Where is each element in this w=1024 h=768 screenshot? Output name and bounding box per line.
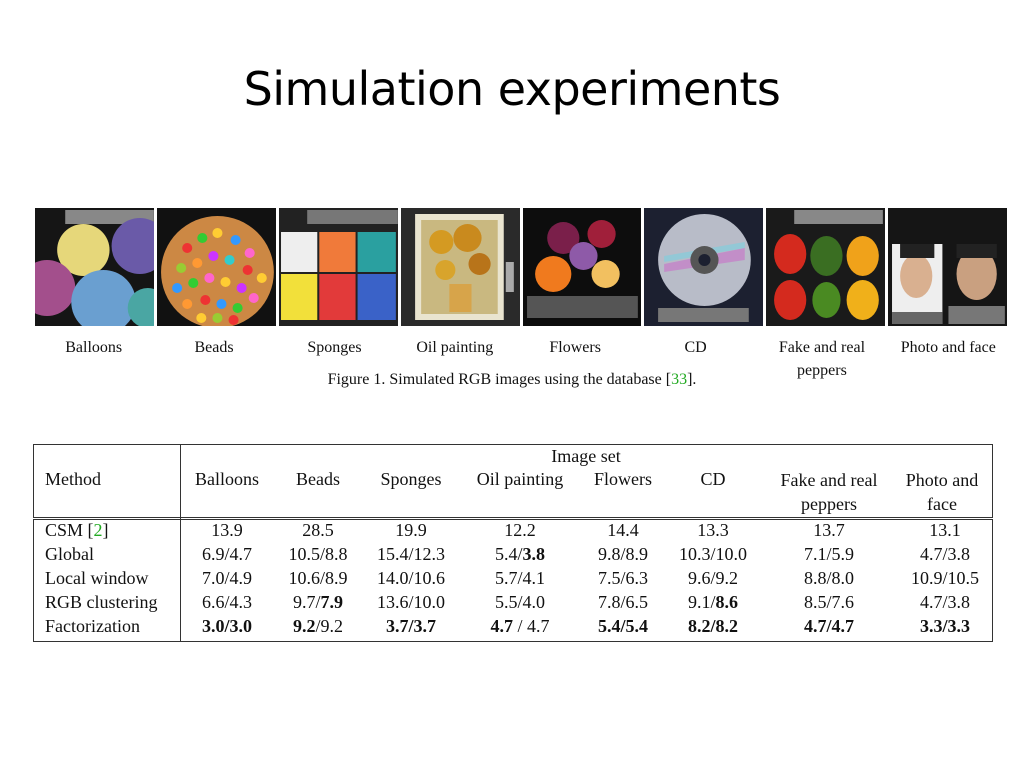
table-cell: 13.6/10.0 [376, 592, 445, 612]
table-cell: 4.7/3.8 [919, 544, 970, 564]
table-cell: 4.7/3.8 [919, 592, 970, 612]
table-cell: 5.4/5.4 [597, 616, 648, 636]
slide-title: Simulation experiments [243, 62, 781, 116]
figure-image-labels: Balloons Beads Sponges Oil painting Flow… [35, 336, 1007, 382]
table-cell: 9.8/8.9 [597, 544, 648, 564]
table-cell: 8.5/7.6 [803, 592, 854, 612]
image-label: Oil painting [416, 339, 494, 356]
method-name: Factorization [45, 616, 140, 636]
figure-caption: Figure 1. Simulated RGB images using the… [0, 371, 1024, 389]
method-name: Local window [45, 568, 149, 588]
citation-link[interactable]: 2 [93, 520, 103, 540]
table-cell: 3.0/3.0 [201, 616, 252, 636]
table-cell: 3.3/3.3 [919, 616, 970, 636]
table-header-box [33, 444, 993, 518]
table-cell: 7.1/5.9 [803, 544, 854, 564]
column-header: Flowers [594, 469, 652, 489]
table-cell: 8.2/8.2 [687, 616, 738, 636]
table-cell: 4.7 / 4.7 [490, 616, 550, 636]
photo-and-face-image [888, 208, 1007, 326]
table-cell: 15.4/12.3 [376, 544, 445, 564]
table-cell: 13.7 [813, 520, 845, 540]
table-cell: 10.5/8.8 [288, 544, 348, 564]
table-cell: 6.9/4.7 [201, 544, 252, 564]
peppers-image [766, 208, 886, 326]
column-header: Photo and face [905, 470, 979, 514]
table-cell: 12.2 [504, 520, 536, 540]
table-cell: 7.5/6.3 [597, 568, 648, 588]
oil-painting-image [400, 208, 520, 326]
image-label: Balloons [65, 339, 123, 356]
cd-image [644, 208, 764, 326]
table-cell: 9.1/8.6 [687, 592, 738, 612]
method-header: Method [45, 469, 101, 489]
table-cell: 7.0/4.9 [201, 568, 252, 588]
table-cell: 10.9/10.5 [910, 568, 979, 588]
column-header: CD [700, 469, 726, 489]
method-name: CSM [2] [45, 520, 109, 540]
image-label: Flowers [549, 339, 601, 356]
beads-image [156, 208, 276, 326]
image-label: CD [684, 339, 707, 356]
balloons-image [35, 208, 154, 326]
table-cell: 8.8/8.0 [803, 568, 854, 588]
flowers-image [522, 208, 642, 326]
image-set-header: Image set [551, 446, 621, 466]
table-cell: 5.4/3.8 [494, 544, 545, 564]
table-cell: 13.3 [697, 520, 729, 540]
table-cell: 19.9 [395, 520, 427, 540]
table-cell: 14.0/10.6 [376, 568, 445, 588]
image-label: Fake and real peppers [778, 339, 866, 379]
image-label: Photo and face [900, 339, 996, 356]
method-name: Global [45, 544, 94, 564]
figure-image-strip [35, 208, 1007, 326]
table-cell: 10.3/10.0 [678, 544, 747, 564]
column-header: Balloons [194, 469, 259, 489]
image-label: Beads [194, 339, 234, 356]
table-cell: 13.9 [211, 520, 243, 540]
table-cell: 9.6/9.2 [687, 568, 738, 588]
table-cell: 28.5 [302, 520, 334, 540]
table-cell: 9.2/9.2 [292, 616, 343, 636]
table-cell: 14.4 [607, 520, 639, 540]
column-header: Sponges [380, 469, 442, 489]
column-header: Beads [296, 469, 340, 489]
table-body-box [33, 519, 993, 642]
table-divider [180, 444, 181, 641]
table-cell: 4.7/4.7 [803, 616, 854, 636]
table-cell: 5.7/4.1 [494, 568, 545, 588]
figure-caption-end: ]. [687, 371, 697, 388]
citation-link[interactable]: 33 [671, 371, 688, 388]
figure-caption-text: Figure 1. Simulated RGB images using the… [327, 371, 672, 388]
column-header: Fake and real peppers [780, 470, 878, 514]
table-cell: 6.6/4.3 [201, 592, 252, 612]
table-cell: 9.7/7.9 [292, 592, 343, 612]
sponges-image [278, 208, 398, 326]
method-name: RGB clustering [45, 592, 158, 612]
table-cell: 5.5/4.0 [494, 592, 545, 612]
table-cell: 10.6/8.9 [288, 568, 348, 588]
table-cell: 7.8/6.5 [597, 592, 648, 612]
table-cell: 13.1 [929, 520, 961, 540]
image-label: Sponges [307, 339, 362, 356]
table-cell: 3.7/3.7 [385, 616, 436, 636]
column-header: Oil painting [476, 469, 564, 489]
